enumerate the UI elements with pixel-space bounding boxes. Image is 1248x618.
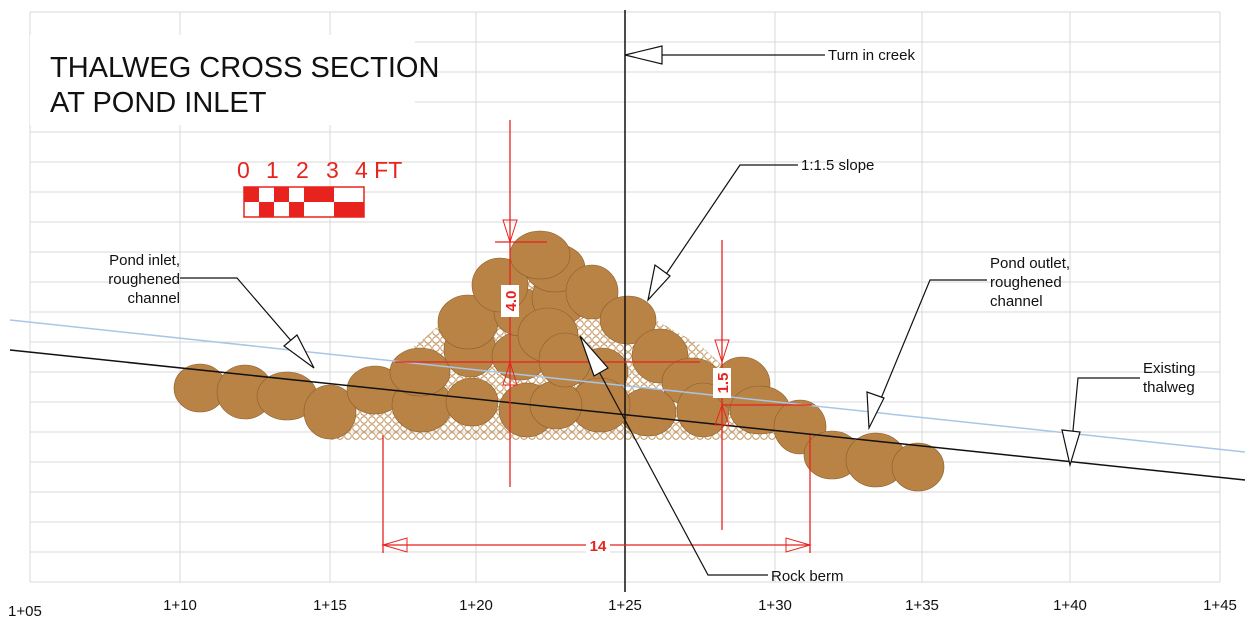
station-label: 1+45 [1203,597,1237,614]
scale-label: 1 [266,157,279,183]
rock [509,230,571,280]
annotation: Existing [1143,360,1196,377]
annotation: roughened [990,274,1062,291]
station-label: 1+25 [608,597,642,614]
dimensions: 4.0 1.5 14 [381,120,812,555]
rock [599,295,657,345]
thalweg-line [9,349,1246,481]
annotation: roughened [108,271,180,288]
station-label: 1+20 [459,597,493,614]
dimension-label: 4.0 [503,291,520,312]
annotation: 1:1.5 slope [801,157,874,174]
annotation: thalweg [1143,379,1195,396]
rock [389,347,451,397]
title-line: THALWEG CROSS SECTION [50,52,439,84]
station-label: 1+05 [8,603,42,618]
rocks [173,230,945,492]
annotation: Rock berm [771,568,844,585]
dimension-label: 1.5 [715,373,732,394]
rock [891,442,945,492]
scale-label: 3 [326,157,339,183]
station-label: 1+35 [905,597,939,614]
rock [565,264,619,320]
annotation: Pond inlet, [109,252,180,269]
annotation: channel [990,293,1043,310]
title-backdrop [30,35,415,125]
annotation: Turn in creek [828,47,915,64]
water-line [9,319,1246,453]
rock [303,384,357,440]
scale-label: 0 [237,157,250,183]
rock [445,377,499,427]
scale-bar: 0 1 2 3 4 FT [237,157,402,218]
annotation: Pond outlet, [990,255,1070,272]
dimension-label: 14 [590,538,607,555]
scale-label: 2 [296,157,309,183]
annotation: channel [127,290,180,307]
station-label: 1+40 [1053,597,1087,614]
station-label: 1+30 [758,597,792,614]
station-label: 1+10 [163,597,197,614]
title-line: AT POND INLET [50,87,267,119]
station-label: 1+15 [313,597,347,614]
scale-label: 4 FT [355,157,402,183]
leaders [180,45,1140,576]
